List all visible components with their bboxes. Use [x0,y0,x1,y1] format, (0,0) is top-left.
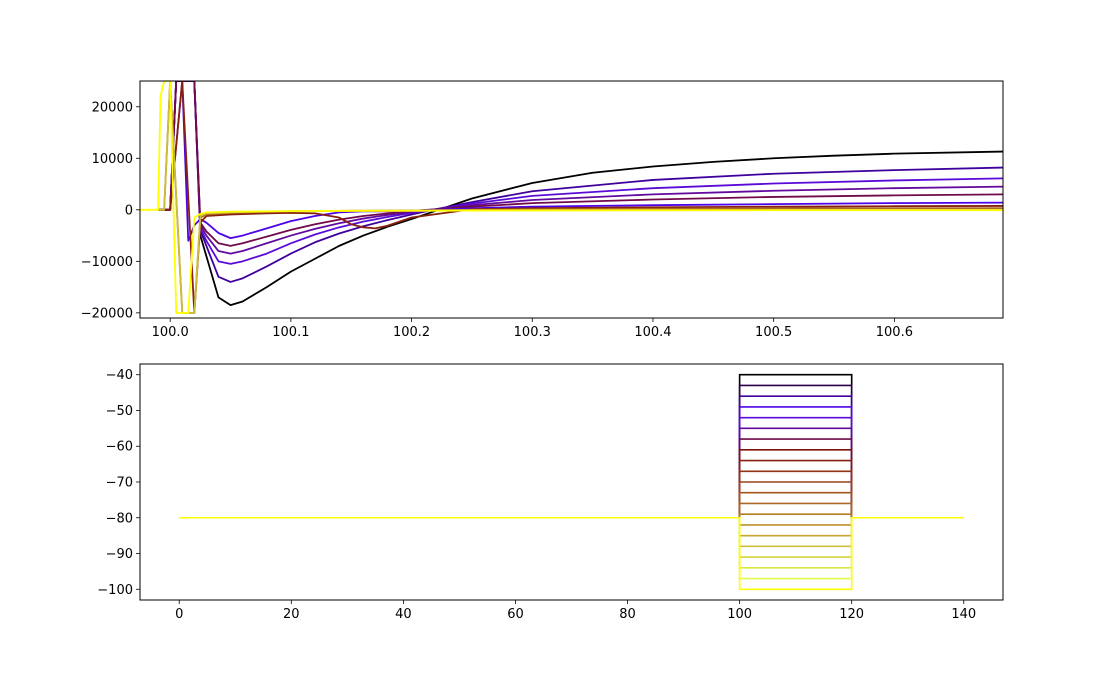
voltage-y-axis: −40 −50 −60 −70 −80 −90 −100 [97,368,140,598]
current-trace-4 [158,81,1003,247]
0-x-tick-label: 100.5 [755,325,792,340]
1-y-tick-label: −50 [106,404,133,419]
current-trace-5 [158,81,1003,242]
current-trace-9 [140,81,1003,314]
current-trace-2 [158,81,1003,265]
1-x-tick-label: 20 [283,607,300,622]
0-y-tick-label: 20000 [92,100,133,115]
1-x-tick-label: 100 [727,607,752,622]
current-x-axis: 100.0 100.1 100.2 100.3 100.4 100.5 100.6 [152,318,913,340]
voltage-x-axis: 0 20 40 60 80 100 120 140 [175,600,976,622]
0-y-tick-label: 10000 [92,152,133,167]
voltage-step-20 [179,516,964,591]
0-x-tick-label: 100.2 [393,325,430,340]
voltage-protocol-lines [179,373,964,591]
1-x-tick-label: 40 [395,607,412,622]
0-x-tick-label: 100.0 [152,325,189,340]
1-x-tick-label: 60 [507,607,524,622]
0-x-tick-label: 100.3 [514,325,551,340]
1-y-tick-label: −70 [106,476,133,491]
current-trace-3 [158,81,1003,255]
0-y-tick-label: −10000 [81,255,133,270]
1-x-tick-label: 0 [175,607,183,622]
1-y-tick-label: −40 [106,368,133,383]
1-y-tick-label: −80 [106,511,133,526]
current-trace-panel: 100.0 100.1 100.2 100.3 100.4 100.5 100.6 −200… [81,80,1004,340]
0-x-tick-label: 100.4 [634,325,671,340]
0-y-tick-label: 0 [125,203,133,218]
0-x-tick-label: 100.1 [272,325,309,340]
1-x-tick-label: 140 [951,607,976,622]
voltage-protocol-panel: 0 20 40 60 80 100 120 140 −40 −50 −60 −70 −80 −90 −10… [97,363,1004,622]
0-x-tick-label: 100.6 [876,325,913,340]
0-y-tick-label: −20000 [81,306,133,321]
current-y-axis: −20000 −10000 0 10000 20000 [81,100,140,321]
current-trace-1 [158,81,1003,283]
1-y-tick-label: −60 [106,440,133,455]
1-x-tick-label: 120 [839,607,864,622]
current-plot-frame [139,80,1004,319]
1-y-tick-label: −100 [97,583,133,598]
1-x-tick-label: 80 [619,607,636,622]
current-trace-0 [158,81,1003,307]
current-trace-lines [140,81,1003,314]
1-y-tick-label: −90 [106,547,133,562]
